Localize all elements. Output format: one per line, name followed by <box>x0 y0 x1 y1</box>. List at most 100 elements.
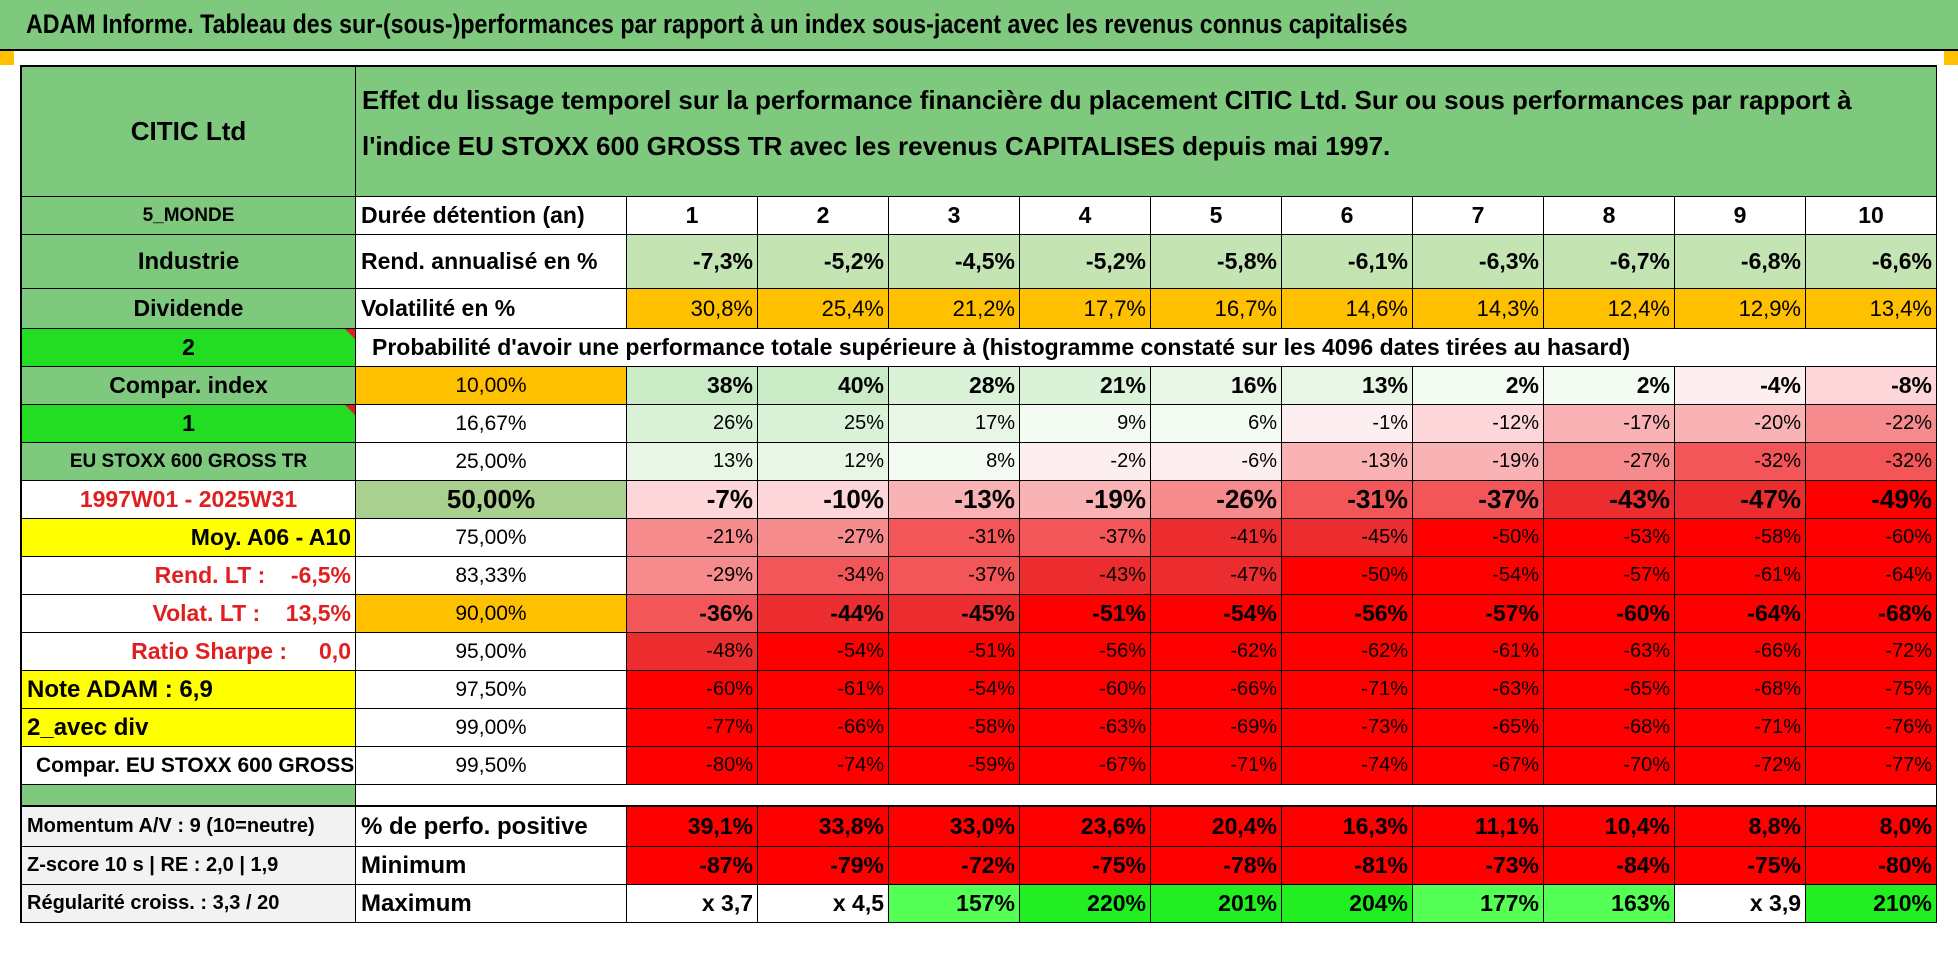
quantile-value: 21% <box>1020 367 1151 405</box>
quantile-value: -31% <box>1282 481 1413 519</box>
long-term-return-label: Rend. LT : -6,5% <box>22 557 356 595</box>
quantile-value: -50% <box>1282 557 1413 595</box>
quantile-value: -10% <box>758 481 889 519</box>
quantile-value: -60% <box>1544 595 1675 633</box>
spacer-blank <box>356 785 1937 807</box>
annualized-return-value: -5,2% <box>758 235 889 289</box>
quantile-level: 99,50% <box>356 747 627 785</box>
quantile-value: -36% <box>627 595 758 633</box>
quantile-level: 83,33% <box>356 557 627 595</box>
annualized-return-value: -5,8% <box>1151 235 1282 289</box>
year-header: 2 <box>758 197 889 235</box>
minimum-value: -81% <box>1282 847 1413 885</box>
period-label: 1997W01 - 2025W31 <box>22 481 356 519</box>
annualized-return-value: -5,2% <box>1020 235 1151 289</box>
quantile-value: -51% <box>1020 595 1151 633</box>
quantile-value: -76% <box>1806 709 1937 747</box>
quantile-level: 97,50% <box>356 671 627 709</box>
minimum-value: -78% <box>1151 847 1282 885</box>
quantile-value: -56% <box>1282 595 1413 633</box>
quantile-value: -43% <box>1020 557 1151 595</box>
maximum-value: 201% <box>1151 885 1282 923</box>
probability-section-title: Probabilité d'avoir une performance tota… <box>356 329 1806 367</box>
minimum-value: -79% <box>758 847 889 885</box>
quantile-value: -7% <box>627 481 758 519</box>
quantile-value: -64% <box>1806 557 1937 595</box>
sector-label: Industrie <box>22 235 356 289</box>
regularity-label: Régularité croiss. : 3,3 / 20 <box>22 885 356 923</box>
quantile-value: -66% <box>758 709 889 747</box>
quantile-value: -19% <box>1020 481 1151 519</box>
quantile-value: -48% <box>627 633 758 671</box>
quantile-value: 8% <box>889 443 1020 481</box>
positive-perf-value: 10,4% <box>1544 807 1675 847</box>
quantile-level: 10,00% <box>356 367 627 405</box>
quantile-level: 25,00% <box>356 443 627 481</box>
quantile-value: -66% <box>1675 633 1806 671</box>
quantile-value: 13% <box>627 443 758 481</box>
quantile-value: -63% <box>1020 709 1151 747</box>
quantile-value: -41% <box>1151 519 1282 557</box>
quantile-value: -62% <box>1151 633 1282 671</box>
year-header: 6 <box>1282 197 1413 235</box>
maximum-value: 220% <box>1020 885 1151 923</box>
maximum-value: x 4,5 <box>758 885 889 923</box>
quantile-value: -13% <box>889 481 1020 519</box>
volatility-value: 12,4% <box>1544 289 1675 329</box>
sharpe-ratio-label: Ratio Sharpe : 0,0 <box>22 633 356 671</box>
minimum-value: -75% <box>1020 847 1151 885</box>
spacer-row <box>22 785 1937 807</box>
quantile-value: -77% <box>1806 747 1937 785</box>
quantile-value: -58% <box>1675 519 1806 557</box>
quantile-value: 9% <box>1020 405 1151 443</box>
year-header: 7 <box>1413 197 1544 235</box>
quantile-value: -37% <box>889 557 1020 595</box>
quantile-value: -45% <box>889 595 1020 633</box>
volatility-label: Volatilité en % <box>356 289 627 329</box>
year-header: 8 <box>1544 197 1675 235</box>
region-label: 5_MONDE <box>22 197 356 235</box>
quantile-value: -37% <box>1020 519 1151 557</box>
quantile-value: -70% <box>1544 747 1675 785</box>
quantile-level: 16,67% <box>356 405 627 443</box>
quantile-value: -68% <box>1675 671 1806 709</box>
maximum-value: 163% <box>1544 885 1675 923</box>
maximum-value: 177% <box>1413 885 1544 923</box>
quantile-value: -60% <box>1020 671 1151 709</box>
minimum-value: -87% <box>627 847 758 885</box>
quantile-value: -69% <box>1151 709 1282 747</box>
quantile-value: -47% <box>1151 557 1282 595</box>
report-title: ADAM Informe. Tableau des sur-(sous-)per… <box>26 9 1408 39</box>
volatility-value: 14,6% <box>1282 289 1413 329</box>
quantile-value: -61% <box>758 671 889 709</box>
quantile-value: 13% <box>1282 367 1413 405</box>
annualized-return-value: -6,8% <box>1675 235 1806 289</box>
maximum-label: Maximum <box>356 885 627 923</box>
quantile-value: 40% <box>758 367 889 405</box>
selector-one: 1 <box>22 405 356 443</box>
quantile-value: 17% <box>889 405 1020 443</box>
volatility-value: 14,3% <box>1413 289 1544 329</box>
volatility-value: 17,7% <box>1020 289 1151 329</box>
comparison-index-label: Compar. EU STOXX 600 GROSS TR <box>22 747 356 785</box>
quantile-value: -27% <box>1544 443 1675 481</box>
year-header: 5 <box>1151 197 1282 235</box>
quantile-value: 12% <box>758 443 889 481</box>
quantile-value: -71% <box>1151 747 1282 785</box>
maximum-value: 210% <box>1806 885 1937 923</box>
table-description: Effet du lissage temporel sur la perform… <box>356 67 1937 197</box>
positive-perf-value: 39,1% <box>627 807 758 847</box>
quantile-value: -72% <box>1675 747 1806 785</box>
quantile-value: -51% <box>889 633 1020 671</box>
quantile-value: -21% <box>627 519 758 557</box>
volatility-value: 25,4% <box>758 289 889 329</box>
quantile-value: -67% <box>1413 747 1544 785</box>
quantile-value: -60% <box>627 671 758 709</box>
quantile-value: -54% <box>1413 557 1544 595</box>
quantile-value: -47% <box>1675 481 1806 519</box>
quantile-value: -26% <box>1151 481 1282 519</box>
empty-cell <box>1806 329 1937 367</box>
quantile-value: -66% <box>1151 671 1282 709</box>
quantile-value: 2% <box>1544 367 1675 405</box>
quantile-value: -37% <box>1413 481 1544 519</box>
